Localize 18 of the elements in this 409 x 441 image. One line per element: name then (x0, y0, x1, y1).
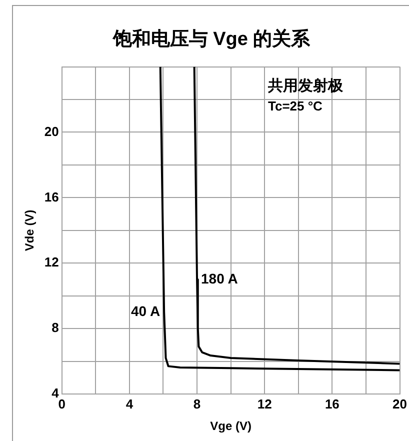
y-tick-label: 8 (52, 320, 59, 336)
annotation: Tc=25 °C (268, 98, 324, 114)
annotation: 共用发射极 (266, 76, 344, 95)
y-tick-label: 4 (52, 386, 60, 401)
y-tick-label: 20 (44, 124, 59, 139)
x-tick-label: 12 (257, 396, 272, 412)
y-axis-title: Vde (V) (22, 210, 37, 252)
x-tick-label: 20 (392, 396, 408, 412)
y-tick-label: 12 (44, 254, 59, 270)
series-label: 180 A (201, 270, 238, 286)
series-label: 40 A (131, 303, 160, 320)
chart-title: 饱和电压与 Vge 的关系 (111, 28, 312, 52)
x-tick-label: 4 (126, 396, 134, 412)
x-axis-title: Vge (V) (210, 419, 252, 434)
y-tick-label: 16 (44, 189, 59, 204)
x-tick-label: 8 (193, 396, 201, 412)
x-tick-label: 0 (58, 396, 66, 412)
x-tick-label: 16 (324, 396, 340, 412)
